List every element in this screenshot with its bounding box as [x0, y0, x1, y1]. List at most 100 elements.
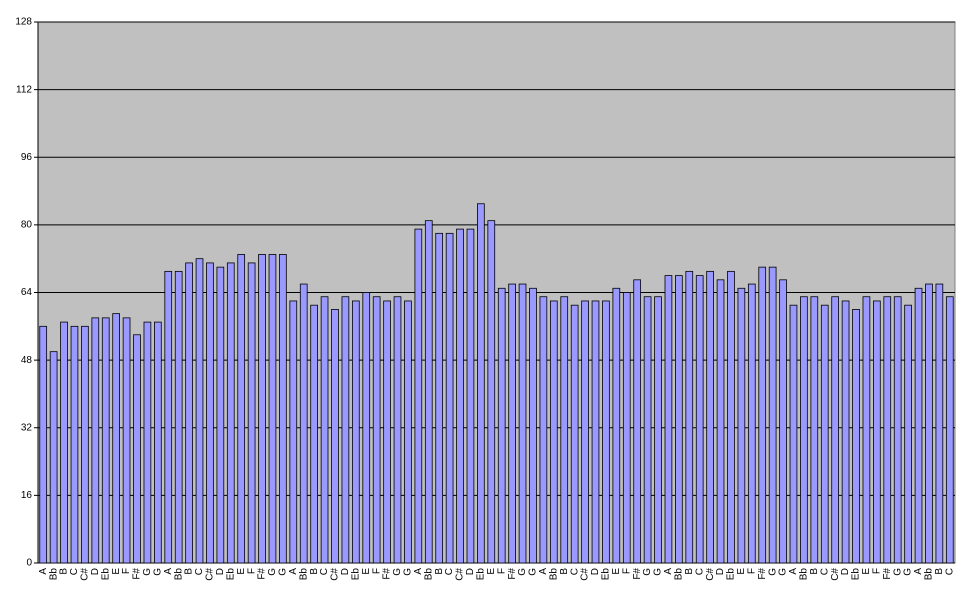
bar [508, 283, 516, 564]
bar [831, 296, 840, 564]
x-tick-label: A [913, 568, 924, 575]
y-tick-label: 80 [21, 220, 33, 231]
x-tick-label: A [163, 568, 174, 575]
x-tick-label: F [371, 568, 382, 574]
x-tick-label: A [538, 568, 549, 575]
x-tick-label: D [215, 568, 226, 575]
x-tick-label: C [819, 568, 830, 575]
x-tick-label: G [517, 568, 528, 576]
bar [49, 351, 58, 564]
x-tick-label: G [142, 568, 153, 576]
bar [716, 279, 725, 564]
bar [445, 232, 454, 564]
bar [101, 317, 110, 564]
bar [466, 228, 475, 564]
x-tick-label: G [767, 568, 778, 576]
bar [164, 270, 173, 564]
bar [904, 304, 912, 564]
bar [351, 300, 360, 564]
x-tick-label: A [663, 568, 674, 575]
x-tick-label: C [69, 568, 80, 575]
x-tick-label: Eb [350, 568, 361, 581]
bar [560, 296, 569, 564]
bar [362, 292, 371, 564]
x-tick-label: E [111, 568, 122, 575]
x-tick-label: G [903, 568, 914, 576]
x-tick-label: C# [830, 568, 841, 581]
bar [935, 283, 944, 564]
bar [39, 325, 48, 564]
bar [695, 275, 704, 564]
bar [602, 300, 610, 564]
bar [216, 266, 225, 564]
y-tick-label: 0 [26, 558, 32, 569]
y-tick-label: 48 [21, 355, 33, 366]
bar [393, 296, 402, 564]
y-tick-label: 128 [15, 17, 32, 28]
bar [133, 334, 141, 564]
x-tick-label: B [934, 568, 945, 575]
y-tick-label: 112 [16, 84, 32, 95]
x-tick-label: G [392, 568, 403, 576]
bar [737, 287, 746, 564]
bar [206, 262, 214, 564]
x-tick-label: C# [705, 568, 716, 581]
x-tick-label: Bb [924, 568, 935, 581]
x-tick-label: C# [330, 568, 341, 581]
bar [654, 296, 662, 564]
bar [518, 283, 527, 564]
x-tick-label: F [746, 568, 757, 574]
x-tick-label: A [413, 568, 424, 575]
bar [820, 304, 829, 564]
bar [789, 304, 798, 564]
y-tick-label: 16 [21, 490, 33, 501]
x-tick-label: E [361, 568, 372, 575]
bar [143, 321, 152, 564]
bar [873, 300, 881, 564]
x-tick-label: F# [257, 568, 268, 580]
x-tick-label: F# [632, 568, 643, 580]
x-tick-label: D [90, 568, 101, 575]
bar [237, 254, 246, 564]
x-tick-label: B [59, 568, 70, 575]
bar [112, 313, 120, 564]
x-tick-label: F [496, 568, 507, 574]
bar [664, 275, 673, 564]
x-tick-label: F# [507, 568, 518, 580]
x-tick-label: G [653, 568, 664, 576]
x-tick-label: F [621, 568, 632, 574]
x-tick-label: E [861, 568, 872, 575]
x-tick-label: Eb [100, 568, 111, 581]
bar [404, 300, 412, 564]
x-tick-label: C# [205, 568, 216, 581]
x-tick-label: G [152, 568, 163, 576]
x-tick-label: B [434, 568, 445, 575]
bar [226, 262, 235, 564]
x-tick-label: C [569, 568, 580, 575]
bar [289, 300, 298, 564]
bar [633, 279, 642, 564]
x-tick-label: G [528, 568, 539, 576]
x-tick-label: F [246, 568, 257, 574]
x-tick-label: B [809, 568, 820, 575]
bar [60, 321, 68, 564]
bar [893, 296, 902, 564]
bar [675, 275, 683, 564]
bar [91, 317, 100, 564]
x-tick-label: B [184, 568, 195, 575]
x-tick-label: B [559, 568, 570, 575]
bar [945, 296, 954, 564]
bar [622, 292, 631, 564]
x-tick-label: F# [132, 568, 143, 580]
bar [383, 300, 391, 564]
x-tick-label: Bb [423, 568, 434, 581]
bar [643, 296, 652, 564]
x-tick-label: F# [382, 568, 393, 580]
bar [153, 321, 162, 564]
bar [81, 325, 89, 564]
x-tick-label: F# [882, 568, 893, 580]
x-tick-label: D [465, 568, 476, 575]
x-tick-label: Eb [726, 568, 737, 581]
bar [706, 270, 714, 564]
